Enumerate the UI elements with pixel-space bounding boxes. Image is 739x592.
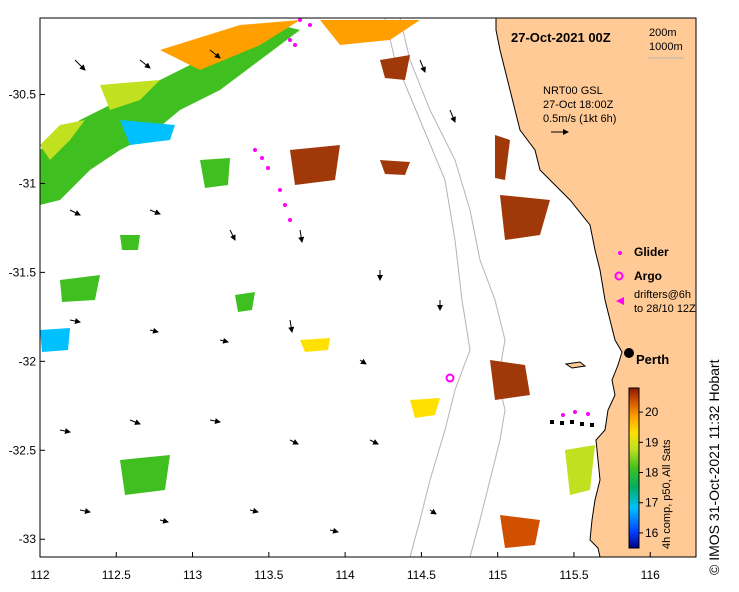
credit: © IMOS 31-Oct-2021 11:32 Hobart xyxy=(706,359,722,576)
model-scale: 0.5m/s (1kt 6h) xyxy=(543,113,616,125)
legend-glider: Glider xyxy=(634,245,669,259)
x-tick-label: 112.5 xyxy=(102,568,131,582)
y-axis: -30.5 -31 -31.5 -32 -32.5 -33 xyxy=(9,87,45,546)
legend-drifters-2: to 28/10 12Z xyxy=(634,303,696,315)
land-area xyxy=(495,18,696,557)
colorbar-tick-label: 18 xyxy=(645,466,659,480)
x-tick-label: 113.5 xyxy=(254,568,283,582)
current-arrows xyxy=(59,49,456,534)
y-tick-label: -32.5 xyxy=(9,443,37,457)
drifters xyxy=(550,420,594,427)
x-axis: 112 112.5 113 113.5 114 114.5 115 115.5 116 xyxy=(30,552,660,582)
glider-tracks xyxy=(253,18,312,222)
colorbar-tick-label: 19 xyxy=(645,435,659,449)
colorbar-label: 4h comp, p50, All Sats xyxy=(661,439,673,549)
y-tick-label: -30.5 xyxy=(9,87,37,101)
x-tick-label: 114.5 xyxy=(407,568,436,582)
argo-legend-icon xyxy=(614,271,624,281)
map-title: 27-Oct-2021 00Z xyxy=(511,30,611,45)
x-tick-label: 115.5 xyxy=(559,568,588,582)
x-tick-label: 113 xyxy=(183,568,202,582)
x-tick-label: 112 xyxy=(30,568,49,582)
model-name: NRT00 GSL xyxy=(543,85,603,97)
legend-argo: Argo xyxy=(634,269,662,283)
legend-drifters-1: drifters@6h xyxy=(634,289,691,301)
y-tick-label: -32 xyxy=(19,354,37,368)
isobath-label-1000m: 1000m xyxy=(649,41,683,53)
argo-float xyxy=(445,373,455,383)
y-tick-label: -33 xyxy=(19,532,37,546)
model-time: 27-Oct 18:00Z xyxy=(543,99,614,111)
rottnest-island xyxy=(564,361,587,369)
sst-patches xyxy=(40,20,595,548)
colorbar-tick-label: 17 xyxy=(645,496,659,510)
glider-legend-icon xyxy=(618,251,622,255)
isobath-200m xyxy=(399,18,506,557)
x-tick-label: 116 xyxy=(641,568,660,582)
x-tick-label: 114 xyxy=(336,568,355,582)
isobath-label-200m: 200m xyxy=(649,27,677,39)
colorbar-tick-label: 16 xyxy=(645,526,659,540)
colorbar-ticks: 16 17 18 19 20 xyxy=(639,405,659,540)
perth-marker xyxy=(624,348,634,358)
drifter-legend-icon xyxy=(616,297,624,305)
isobath-1000m xyxy=(384,18,471,557)
colorbar-tick-label: 20 xyxy=(645,405,659,419)
colorbar xyxy=(628,387,640,549)
drifter-tracks xyxy=(561,410,590,417)
city-label: Perth xyxy=(636,352,669,367)
x-tick-label: 115 xyxy=(488,568,507,582)
y-tick-label: -31.5 xyxy=(9,265,37,279)
y-tick-label: -31 xyxy=(19,176,37,190)
plot-frame xyxy=(39,17,697,558)
